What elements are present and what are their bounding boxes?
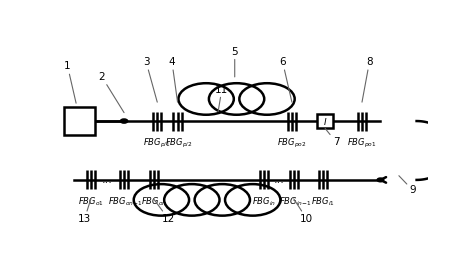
Text: $\mathit{FBG}_{o1}$: $\mathit{FBG}_{o1}$ (78, 196, 104, 208)
Text: $\mathit{FBG}_{pi1}$: $\mathit{FBG}_{pi1}$ (143, 137, 171, 150)
Text: $\mathit{FBG}_{pi2}$: $\mathit{FBG}_{pi2}$ (165, 137, 192, 150)
Text: $\mathit{FBG}_{in}$: $\mathit{FBG}_{in}$ (252, 196, 276, 208)
Text: $\mathit{I}$: $\mathit{I}$ (323, 115, 327, 127)
Bar (317, 114, 333, 128)
Text: 1: 1 (64, 61, 76, 103)
Text: $\mathit{FBG}_{po2}$: $\mathit{FBG}_{po2}$ (277, 137, 307, 150)
Text: 2: 2 (99, 72, 124, 113)
Text: 12: 12 (154, 199, 175, 224)
Text: 11: 11 (215, 85, 228, 112)
Text: $\mathit{FBG}_{po1}$: $\mathit{FBG}_{po1}$ (347, 137, 377, 150)
Circle shape (377, 178, 384, 182)
Text: ...: ... (274, 175, 285, 185)
Text: $\mathit{FBG}_{in{-}1}$: $\mathit{FBG}_{in{-}1}$ (278, 196, 311, 208)
Text: ...: ... (102, 175, 113, 185)
Text: 3: 3 (143, 57, 157, 102)
Bar (64, 107, 96, 135)
Text: $\mathit{FBG}_{on{-}1}$: $\mathit{FBG}_{on{-}1}$ (108, 196, 142, 208)
Text: 5: 5 (231, 47, 238, 77)
Text: 7: 7 (325, 128, 339, 147)
Text: 6: 6 (279, 57, 292, 102)
Text: 9: 9 (399, 176, 416, 195)
Text: 4: 4 (169, 57, 178, 102)
Text: $\mathit{FBG}_{on}$: $\mathit{FBG}_{on}$ (140, 196, 167, 208)
Text: 13: 13 (78, 199, 91, 224)
Text: $\mathit{FBG}_{i1}$: $\mathit{FBG}_{i1}$ (311, 196, 335, 208)
Text: 10: 10 (294, 199, 313, 224)
Circle shape (120, 119, 128, 123)
Text: 8: 8 (362, 57, 373, 102)
